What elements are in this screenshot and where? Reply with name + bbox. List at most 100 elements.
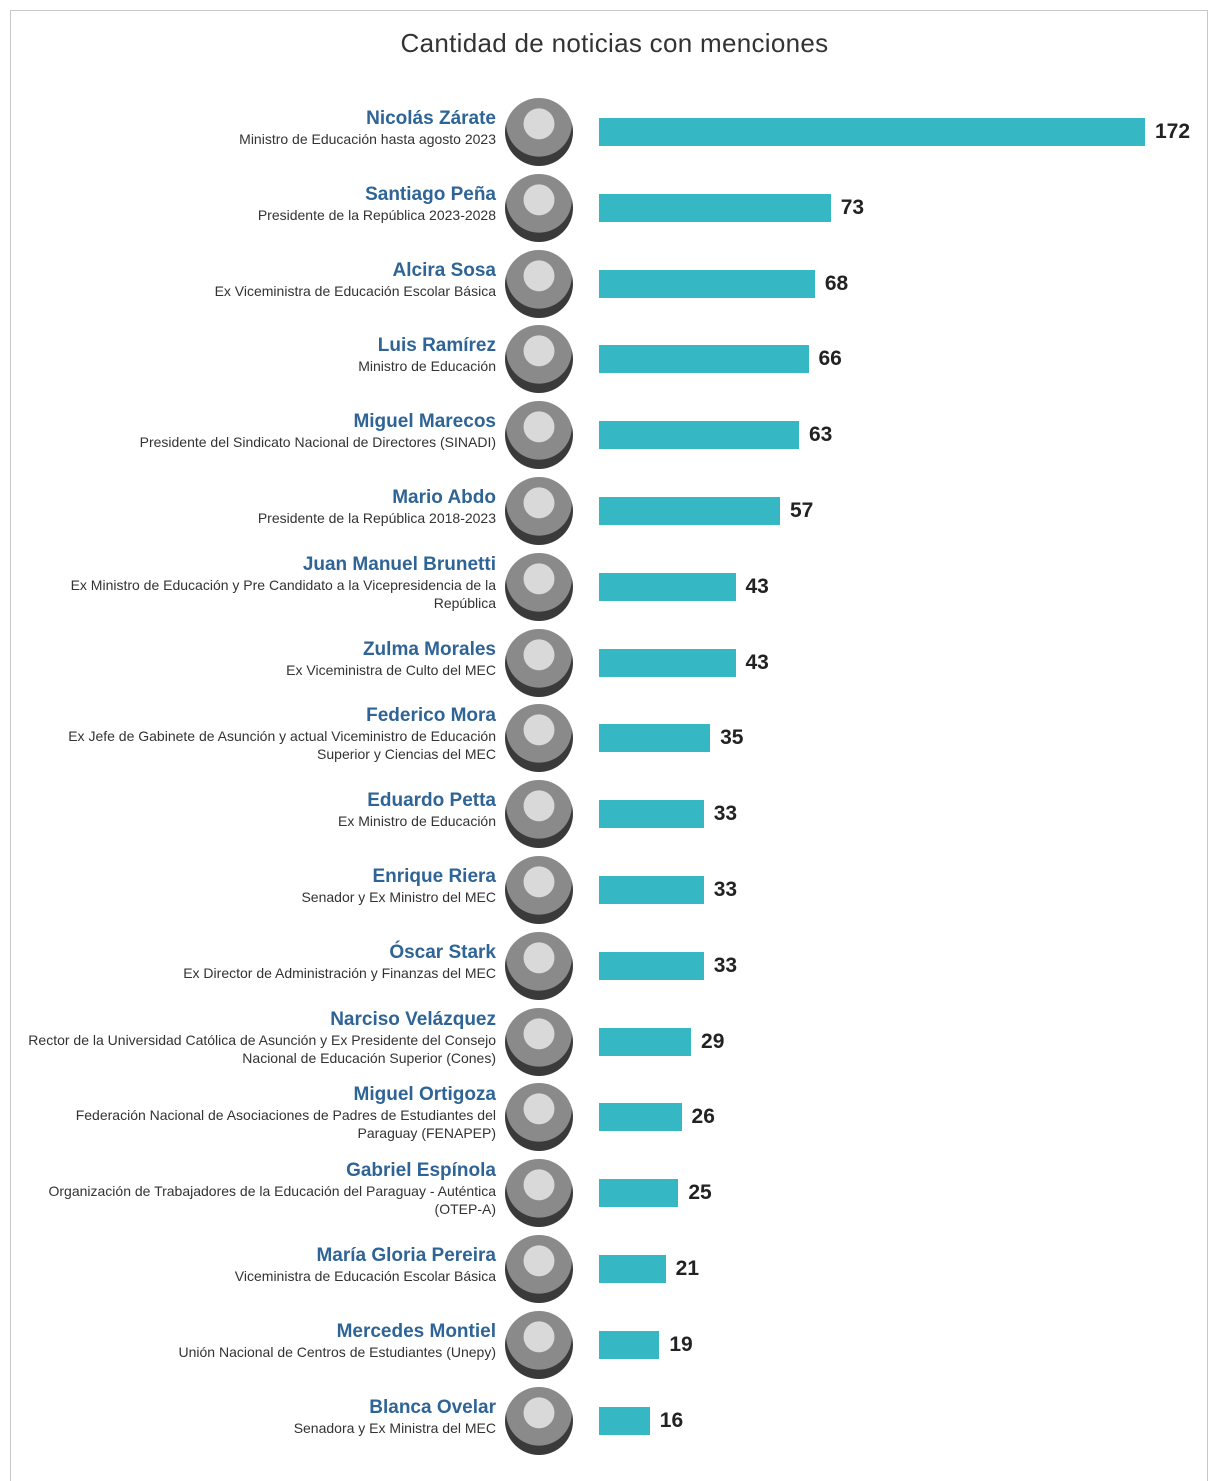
value-label: 29 [701,1029,725,1053]
bar [599,118,1145,146]
bar [599,1103,682,1132]
person-photo [505,1235,573,1303]
person-description: Rector de la Universidad Católica de Asu… [28,1031,496,1066]
person-photo [505,1159,573,1228]
person-name: Alcira Sosa [392,259,497,281]
person-name: Miguel Ortigoza [353,1084,497,1106]
value-label: 25 [688,1181,712,1205]
person-description: Ministro de Educación hasta agosto 2023 [239,131,496,147]
bar [599,876,704,904]
value-label: 73 [840,195,865,219]
person-description: Senadora y Ex Ministra del MEC [293,1419,496,1436]
value-label: 16 [659,1408,684,1432]
person-photo [505,552,573,621]
value-label: 43 [745,650,769,674]
person-description: Organización de Trabajadores de la Educa… [48,1183,496,1218]
person-name: Mercedes Montiel [336,1320,496,1342]
person-photo [505,856,573,924]
value-label: 57 [789,499,814,522]
bar [599,724,711,753]
label-block: Gabriel Espínola Organización de Trabajad… [26,1160,496,1218]
bar [599,497,780,525]
person-name: Miguel Marecos [353,411,496,433]
person-description: Viceministra de Educación Escolar Básica [234,1268,496,1284]
label-block: Nicolás Zárate Ministro de Educación hast… [26,108,496,148]
value-label: 68 [824,271,849,295]
bar [599,421,799,450]
person-name: Mario Abdo [392,487,496,508]
person-photo [505,249,573,318]
value-label: 63 [808,423,833,447]
bar [599,1330,660,1359]
label-block: Miguel Marecos Presidente del Sindicato N… [26,411,496,451]
label-block: Miguel Ortigoza Federación Nacional de As… [26,1084,496,1142]
value-label: 172 [1155,120,1191,143]
person-photo [505,1310,573,1379]
bar [599,572,736,601]
value-label: 33 [713,878,738,901]
frame [10,10,1208,1481]
value-label: 33 [713,953,738,977]
value-label: 21 [675,1257,700,1280]
bar [599,800,704,829]
value-label: 19 [669,1332,693,1356]
person-photo [505,325,573,394]
label-block: Óscar Stark Ex Director de Administración… [26,942,496,982]
person-photo [505,98,573,166]
label-block: Mercedes Montiel Unión Nacional de Centro… [26,1321,496,1361]
person-name: Óscar Stark [389,941,496,963]
person-description: Senador y Ex Ministro del MEC [301,889,496,905]
label-block: Luis Ramírez Ministro de Educación [26,335,496,375]
person-description: Ex Viceministra de Educación Escolar Bás… [214,282,496,299]
label-block: Blanca Ovelar Senadora y Ex Ministra del … [26,1397,496,1437]
person-description: Ex Viceministra de Culto del MEC [286,661,496,678]
person-description: Ex Ministro de Educación y Pre Candidato… [70,576,496,611]
person-description: Unión Nacional de Centros de Estudiantes… [178,1343,496,1360]
person-name: Federico Mora [366,705,496,727]
person-name: Juan Manuel Brunetti [302,553,496,575]
person-photo [505,1083,573,1152]
person-name: Enrique Riera [372,866,496,887]
bar [599,1027,692,1056]
person-name: Luis Ramírez [377,335,496,357]
person-name: María Gloria Pereira [316,1245,496,1266]
person-description: Presidente del Sindicato Nacional de Dir… [139,434,496,451]
label-block: Enrique Riera Senador y Ex Ministro del M… [26,866,496,906]
value-label: 26 [691,1105,715,1129]
bar [599,1406,650,1435]
person-description: Ex Jefe de Gabinete de Asunción y actual… [68,728,496,763]
bar [599,951,704,980]
person-description: Presidente de la República 2018-2023 [257,510,496,526]
person-name: Narciso Velázquez [330,1008,496,1030]
person-description: Ex Ministro de Educación [338,813,496,830]
value-label: 43 [745,574,769,598]
person-photo [505,780,573,849]
person-description: Federación Nacional de Asociaciones de P… [75,1107,496,1142]
person-photo [505,1386,573,1455]
label-block: Alcira Sosa Ex Viceministra de Educación … [26,260,496,300]
person-name: Gabriel Espínola [346,1160,496,1182]
person-photo [505,931,573,1000]
value-label: 33 [713,802,738,826]
bar [599,648,736,677]
person-photo [505,173,573,242]
person-name: Santiago Peña [365,183,496,205]
label-block: Narciso Velázquez Rector de la Universida… [26,1009,496,1067]
person-photo [505,704,573,773]
person-photo [505,477,573,545]
person-name: Blanca Ovelar [369,1396,496,1418]
bar [599,269,815,298]
person-photo [505,1007,573,1076]
chart-title: Cantidad de noticias con menciones [400,28,829,58]
bar [599,345,809,374]
label-block: Mario Abdo Presidente de la República 201… [26,487,496,527]
label-block: Santiago Peña Presidente de la República … [26,184,496,224]
person-photo [505,401,573,470]
label-block: María Gloria Pereira Viceministra de Educ… [26,1245,496,1285]
bar [599,1179,679,1208]
person-name: Zulma Morales [362,638,496,660]
label-block: Zulma Morales Ex Viceministra de Culto de… [26,639,496,679]
person-name: Nicolás Zárate [366,108,496,129]
person-name: Eduardo Petta [367,790,496,812]
